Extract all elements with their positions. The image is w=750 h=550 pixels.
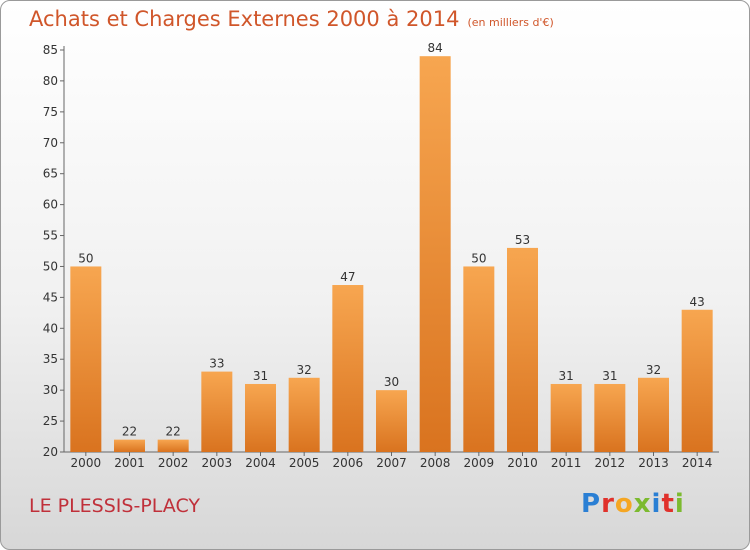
bar [419,56,451,452]
logo-letter: x [633,489,652,519]
y-tick-label: 25 [43,414,58,428]
logo-letter: o [614,489,634,519]
chart-title: Achats et Charges Externes 2000 à 2014 (e… [29,7,554,31]
y-tick-label: 85 [43,43,58,57]
title-text: Achats et Charges Externes 2000 à 2014 [29,7,460,31]
x-tick-label: 2007 [376,456,407,470]
x-tick-label: 2005 [289,456,320,470]
x-tick-label: 2010 [507,456,538,470]
y-tick-label: 50 [43,259,58,273]
bar-value-label: 47 [340,270,355,284]
logo-letter: t [661,489,675,519]
x-tick-label: 2011 [551,456,582,470]
logo-letter: i [674,489,685,519]
x-tick-label: 2012 [595,456,626,470]
logo-letter: r [601,489,615,519]
bar-value-label: 50 [471,251,486,265]
x-tick-label: 2006 [333,456,364,470]
proxiti-logo: Proxiti [581,489,685,519]
bar [245,383,276,452]
bar [638,377,669,452]
bar-value-label: 53 [515,233,530,247]
bar [507,247,538,452]
x-tick-label: 2003 [202,456,233,470]
bar-value-label: 31 [559,369,574,383]
bar [376,390,407,452]
bar [681,309,713,452]
bar-value-label: 30 [384,375,399,389]
bar-value-label: 43 [690,295,705,309]
y-tick-label: 75 [43,105,58,119]
y-tick-label: 40 [43,321,58,335]
bar [157,439,189,452]
bar [463,266,495,452]
bar-value-label: 22 [122,425,137,439]
y-tick-label: 20 [43,445,58,459]
bar [114,439,145,452]
bar [70,266,102,452]
bar-value-label: 31 [253,369,268,383]
x-tick-label: 2009 [464,456,495,470]
y-tick-label: 70 [43,136,58,150]
bar-value-label: 84 [428,41,443,55]
bar [594,383,626,452]
chart-subtitle: (en milliers d'€) [467,16,554,29]
y-tick-label: 80 [43,74,58,88]
location-label: LE PLESSIS-PLACY [29,495,200,517]
y-tick-label: 65 [43,167,58,181]
x-tick-label: 2000 [71,456,102,470]
x-tick-label: 2002 [158,456,189,470]
x-tick-label: 2014 [682,456,713,470]
y-tick-label: 60 [43,198,58,212]
x-tick-label: 2013 [638,456,669,470]
bar-value-label: 50 [78,251,93,265]
logo-letter: P [581,489,602,519]
x-tick-label: 2008 [420,456,451,470]
x-tick-label: 2001 [114,456,145,470]
x-tick-label: 2004 [245,456,276,470]
y-tick-label: 35 [43,352,58,366]
bar [201,371,233,452]
bar-value-label: 31 [602,369,617,383]
y-tick-label: 30 [43,383,58,397]
logo-letter: i [651,489,662,519]
bar-value-label: 22 [166,425,181,439]
y-tick-label: 45 [43,290,58,304]
bar-value-label: 32 [297,363,312,377]
bar [332,285,364,452]
bar [550,383,582,452]
bar-value-label: 33 [209,357,224,371]
bar-value-label: 32 [646,363,661,377]
y-tick-label: 55 [43,229,58,243]
bar [288,377,320,452]
